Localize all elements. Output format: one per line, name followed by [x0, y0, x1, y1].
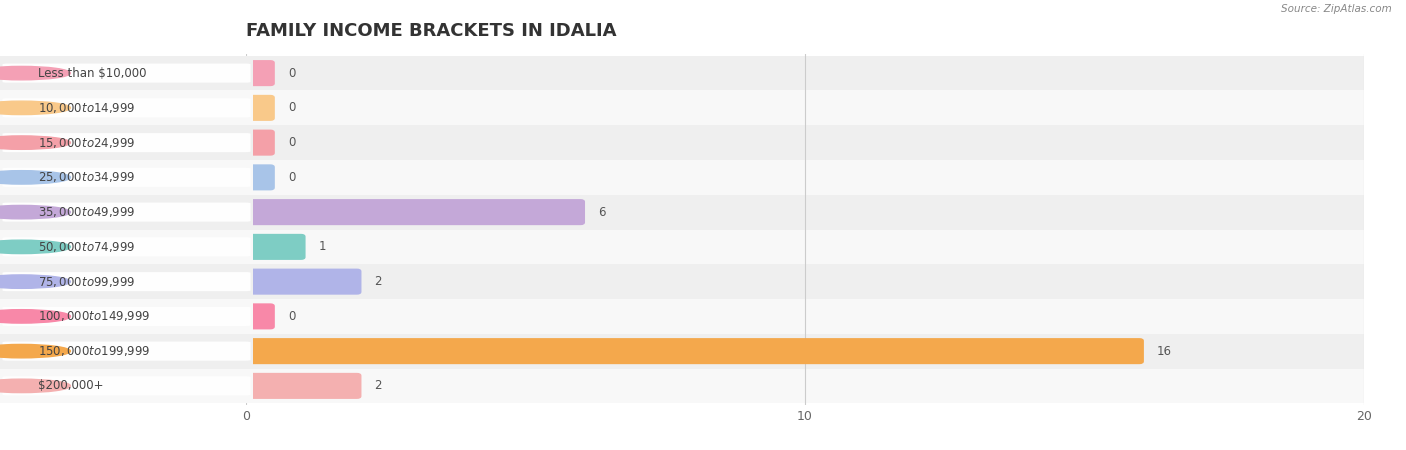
Circle shape — [0, 310, 70, 323]
FancyBboxPatch shape — [0, 195, 253, 230]
FancyBboxPatch shape — [3, 342, 250, 360]
FancyBboxPatch shape — [3, 376, 250, 396]
FancyBboxPatch shape — [3, 237, 250, 256]
Text: 2: 2 — [374, 275, 382, 288]
Circle shape — [0, 136, 70, 149]
FancyBboxPatch shape — [242, 60, 274, 86]
FancyBboxPatch shape — [0, 90, 253, 125]
Text: $25,000 to $34,999: $25,000 to $34,999 — [38, 171, 135, 184]
FancyBboxPatch shape — [3, 99, 250, 117]
Text: 6: 6 — [598, 206, 606, 219]
Bar — [0, 195, 1406, 230]
Bar — [0, 125, 1406, 160]
Circle shape — [0, 171, 70, 184]
Text: $75,000 to $99,999: $75,000 to $99,999 — [38, 274, 135, 288]
Text: 1: 1 — [319, 240, 326, 253]
FancyBboxPatch shape — [242, 95, 274, 121]
Circle shape — [0, 67, 70, 80]
Text: $200,000+: $200,000+ — [38, 379, 104, 392]
FancyBboxPatch shape — [242, 269, 361, 295]
FancyBboxPatch shape — [3, 202, 250, 222]
Text: 0: 0 — [288, 136, 295, 149]
Circle shape — [0, 240, 70, 254]
Text: $150,000 to $199,999: $150,000 to $199,999 — [38, 344, 150, 358]
FancyBboxPatch shape — [0, 160, 253, 195]
Circle shape — [0, 344, 70, 358]
Bar — [0, 334, 1406, 369]
Bar — [0, 230, 1406, 264]
Bar — [0, 264, 1406, 299]
Text: 0: 0 — [288, 67, 295, 80]
FancyBboxPatch shape — [0, 125, 253, 160]
Text: 16: 16 — [1157, 345, 1173, 358]
FancyBboxPatch shape — [242, 338, 1144, 364]
FancyBboxPatch shape — [242, 130, 274, 156]
FancyBboxPatch shape — [242, 164, 274, 190]
Circle shape — [0, 379, 70, 392]
FancyBboxPatch shape — [0, 264, 253, 299]
Circle shape — [0, 101, 70, 115]
Text: FAMILY INCOME BRACKETS IN IDALIA: FAMILY INCOME BRACKETS IN IDALIA — [246, 22, 617, 40]
FancyBboxPatch shape — [3, 63, 250, 83]
FancyBboxPatch shape — [0, 230, 253, 264]
Text: $50,000 to $74,999: $50,000 to $74,999 — [38, 240, 135, 254]
Text: $35,000 to $49,999: $35,000 to $49,999 — [38, 205, 135, 219]
Text: Source: ZipAtlas.com: Source: ZipAtlas.com — [1281, 4, 1392, 14]
Text: 0: 0 — [288, 101, 295, 114]
Circle shape — [0, 275, 70, 288]
Text: 0: 0 — [288, 171, 295, 184]
Circle shape — [0, 205, 70, 219]
Text: 2: 2 — [374, 379, 382, 392]
FancyBboxPatch shape — [0, 334, 253, 369]
FancyBboxPatch shape — [3, 307, 250, 326]
FancyBboxPatch shape — [242, 303, 274, 329]
Text: $100,000 to $149,999: $100,000 to $149,999 — [38, 310, 150, 324]
FancyBboxPatch shape — [3, 133, 250, 152]
FancyBboxPatch shape — [242, 234, 305, 260]
FancyBboxPatch shape — [0, 369, 253, 403]
FancyBboxPatch shape — [0, 299, 253, 334]
Text: Less than $10,000: Less than $10,000 — [38, 67, 146, 80]
Text: $10,000 to $14,999: $10,000 to $14,999 — [38, 101, 135, 115]
Bar — [0, 299, 1406, 334]
Bar — [0, 369, 1406, 403]
FancyBboxPatch shape — [3, 168, 250, 187]
Text: $15,000 to $24,999: $15,000 to $24,999 — [38, 135, 135, 149]
FancyBboxPatch shape — [0, 56, 253, 90]
Text: 0: 0 — [288, 310, 295, 323]
FancyBboxPatch shape — [242, 373, 361, 399]
Bar — [0, 90, 1406, 125]
FancyBboxPatch shape — [242, 199, 585, 225]
Bar — [0, 160, 1406, 195]
Bar — [0, 56, 1406, 90]
FancyBboxPatch shape — [3, 272, 250, 291]
